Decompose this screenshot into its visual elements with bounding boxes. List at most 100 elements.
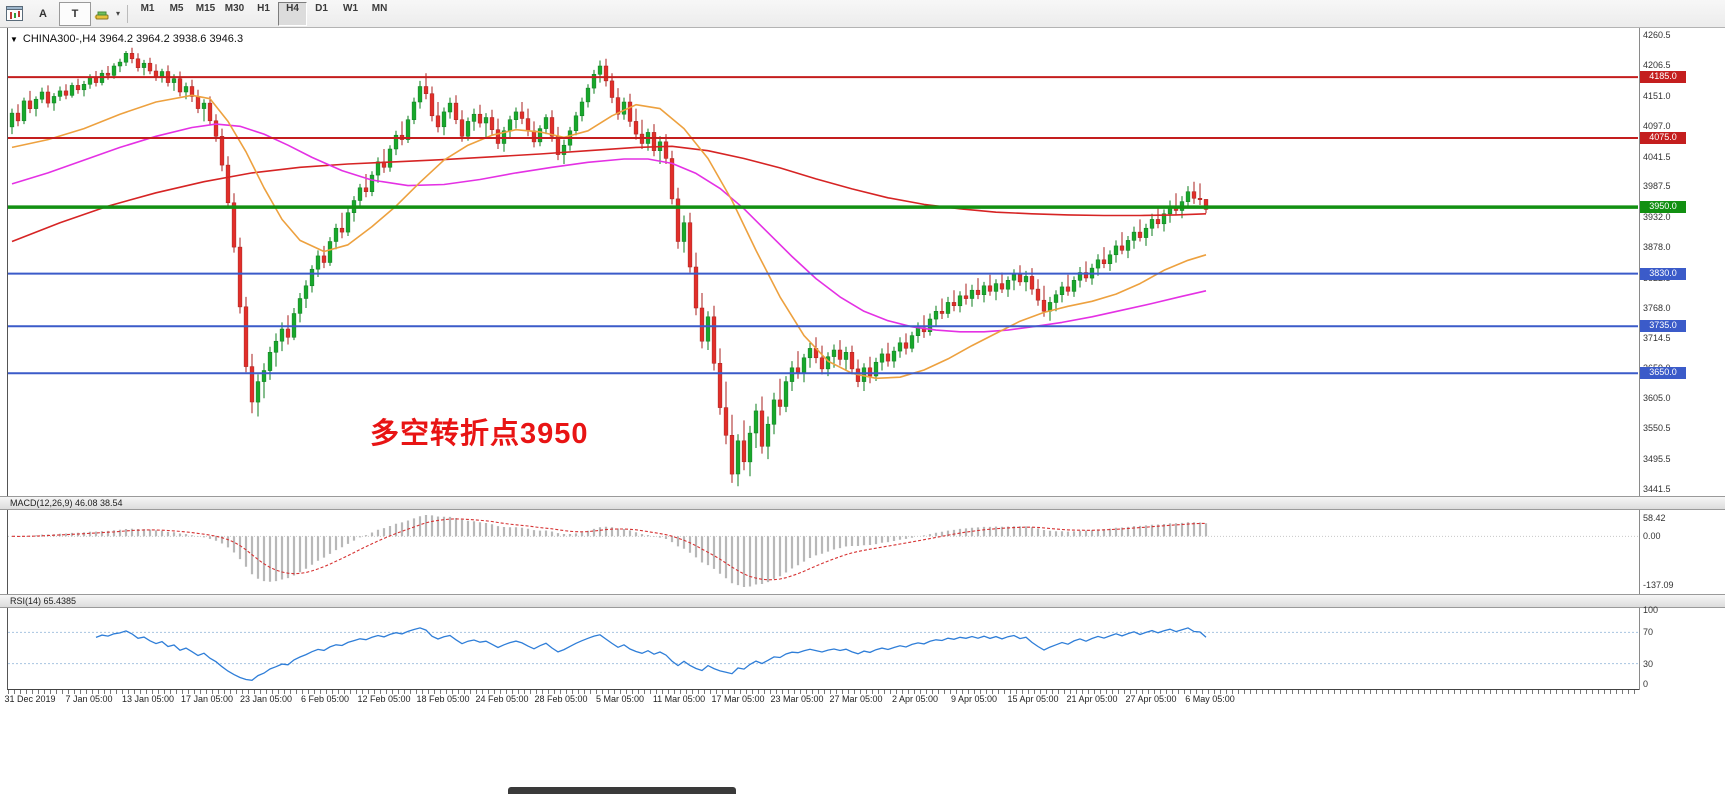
candle-down: [795, 367, 801, 373]
x-axis-label: 6 Feb 05:00: [300, 694, 350, 704]
candle-down: [237, 246, 243, 308]
annotate-a-button[interactable]: A: [39, 7, 47, 20]
candle-up: [771, 399, 777, 425]
rsi-axis-label: 70: [1643, 627, 1654, 637]
candle-up: [1143, 227, 1149, 238]
timeframe-button-m15[interactable]: M15: [195, 2, 216, 14]
y-axis-label: 3987.5: [1643, 181, 1671, 191]
candle-up: [9, 112, 15, 128]
macd-panel-header[interactable]: MACD(12,26,9) 46.08 38.54: [0, 496, 1725, 510]
candle-up: [1113, 245, 1119, 256]
x-axis-label: 5 Mar 05:00: [595, 694, 645, 704]
y-axis-label: 4097.0: [1643, 121, 1671, 131]
candle-up: [537, 128, 543, 143]
candle-up: [309, 268, 315, 287]
taskbar-peek[interactable]: [508, 787, 736, 794]
macd-label: MACD(12,26,9) 46.08 38.54: [10, 498, 123, 508]
candle-down: [1191, 191, 1197, 199]
candle-down: [177, 78, 183, 93]
ma-slow-red: [11, 145, 1207, 243]
candle-up: [735, 440, 741, 475]
price-line-label: 3735.0: [1640, 320, 1686, 332]
ma-medium-magenta: [11, 123, 1207, 333]
timeframe-button-w1[interactable]: W1: [343, 2, 359, 14]
y-axis-label: 3605.0: [1643, 393, 1671, 403]
candle-up: [141, 62, 147, 68]
candle-down: [609, 80, 615, 98]
candle-up: [387, 148, 393, 168]
timeframe-button-h1[interactable]: H1: [257, 2, 270, 14]
candle-down: [1041, 299, 1047, 312]
candle-down: [489, 117, 495, 130]
candle-down: [663, 141, 669, 159]
x-axis-label: 6 May 05:00: [1185, 694, 1235, 704]
timeframe-button-m5[interactable]: M5: [169, 2, 184, 14]
x-axis-label: 21 Apr 05:00: [1066, 694, 1118, 704]
y-axis-label: 4151.0: [1643, 91, 1671, 101]
candle-down: [231, 202, 237, 248]
candle-up: [303, 285, 309, 299]
candle-up: [171, 78, 177, 83]
candle-down: [459, 119, 465, 137]
rsi-axis-label: 0: [1643, 679, 1649, 689]
y-axis-label: 4041.5: [1643, 152, 1671, 162]
candle-down: [321, 255, 327, 263]
candlestick-chart-icon[interactable]: [6, 5, 24, 22]
timeframe-button-m30[interactable]: M30: [224, 2, 245, 14]
candle-up: [957, 295, 963, 307]
candle-down: [63, 90, 69, 96]
candle-down: [633, 121, 639, 135]
candle-up: [843, 352, 849, 360]
timeframe-button-m1[interactable]: M1: [140, 2, 155, 14]
candle-up: [1107, 254, 1113, 264]
price-line-label: 3650.0: [1640, 367, 1686, 379]
candle-up: [891, 350, 897, 362]
candle-up: [333, 227, 339, 242]
x-axis-label: 7 Jan 05:00: [65, 694, 113, 704]
chevron-down-icon[interactable]: ▾: [116, 9, 121, 18]
candle-up: [561, 144, 567, 155]
timeframe-group: M1 M5 M15 M30 H1 H4 D1 W1 MN: [133, 1, 394, 26]
candle-up: [81, 84, 87, 91]
ma-fast-orange: [11, 94, 1207, 380]
timeframe-button-mn[interactable]: MN: [371, 2, 388, 14]
candle-down: [615, 97, 621, 115]
candle-down: [651, 132, 657, 151]
candle-up: [1023, 276, 1029, 283]
timeframe-button-d1[interactable]: D1: [315, 2, 328, 14]
rsi-label: RSI(14) 65.4385: [10, 596, 77, 606]
text-tool-button[interactable]: T: [59, 1, 91, 26]
price-line-label: 3830.0: [1640, 268, 1686, 280]
candle-down: [363, 187, 369, 192]
candle-up: [369, 174, 375, 192]
candle-down: [669, 158, 675, 200]
candle-down: [603, 65, 609, 82]
rsi-panel-header[interactable]: RSI(14) 65.4385: [0, 594, 1725, 608]
candle-up: [267, 352, 273, 371]
candle-up: [1011, 274, 1017, 281]
candle-up: [33, 98, 39, 109]
candle-up: [1095, 259, 1101, 269]
price-line-label: 3950.0: [1640, 201, 1686, 213]
x-axis-label: 13 Jan 05:00: [121, 694, 175, 704]
candle-up: [753, 410, 759, 434]
candle-up: [297, 298, 303, 314]
x-axis-label: 27 Mar 05:00: [829, 694, 883, 704]
timeframe-button-h4[interactable]: H4: [278, 1, 308, 26]
y-axis-label: 3550.5: [1643, 423, 1671, 433]
candle-up: [1125, 240, 1131, 251]
symbol-dropdown-arrow-icon[interactable]: ▼: [10, 34, 18, 44]
candle-down: [27, 100, 33, 109]
candle-down: [999, 283, 1005, 290]
crayon-icon[interactable]: [94, 6, 112, 22]
candle-down: [1197, 198, 1203, 200]
candle-up: [765, 423, 771, 447]
candle-down: [1083, 272, 1089, 279]
candle-down: [45, 91, 51, 104]
x-axis-label: 31 Dec 2019: [4, 694, 56, 704]
candle-up: [345, 212, 351, 233]
candle-up: [945, 302, 951, 314]
candle-up: [483, 117, 489, 124]
